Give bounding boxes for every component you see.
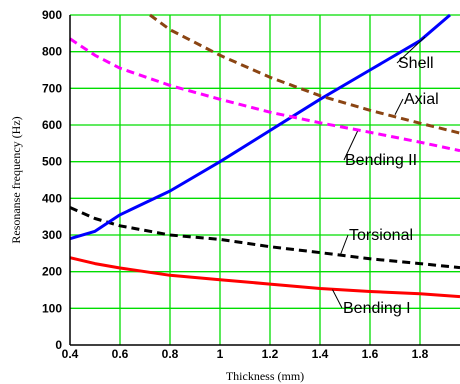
x-tick-label: 1.6 [362,347,379,361]
y-tick-label: 500 [42,155,62,169]
x-tick-label: 1.8 [412,347,429,361]
y-tick-label: 0 [55,338,62,352]
axes [69,15,460,346]
y-tick-label: 100 [42,301,62,315]
y-tick-label: 400 [42,191,62,205]
x-axis-title: Thickness (mm) [226,369,304,383]
annotation-label: Axial [404,91,439,108]
annotation-label: Torsional [349,227,413,244]
x-tick-label: 1.2 [262,347,279,361]
annotation-label: Bending II [345,152,417,169]
y-axis-title: Resonanse frequency (Hz) [9,116,23,243]
series-line [69,13,451,241]
series-line [69,256,460,299]
series-line [149,13,460,135]
y-tick-label: 600 [42,118,62,132]
x-tick-label: 1 [217,347,224,361]
tick-labels: 0.4 0.6 0.8 1 1.2 1.4 1.6 1.8 0 100 200 300 400 500 60… [42,8,429,361]
annotation-label: Shell [398,55,434,72]
series-line [69,37,460,153]
y-tick-label: 900 [42,8,62,22]
annotation-label: Bending I [343,300,411,317]
y-tick-label: 800 [42,45,62,59]
series-layer [69,13,460,299]
annotation-leader [394,98,404,115]
y-tick-label: 200 [42,265,62,279]
x-tick-label: 1.4 [312,347,329,361]
annotation-leader [339,234,349,257]
x-tick-label: 0.4 [62,347,79,361]
x-tick-label: 0.8 [162,347,179,361]
plot-area [70,15,460,345]
annotation-leader [343,131,358,161]
annotation-layer: Shell Axial Bending II Torsional Bending I [332,36,439,317]
y-tick-label: 700 [42,81,62,95]
x-tick-label: 0.6 [112,347,129,361]
y-tick-label: 300 [42,228,62,242]
annotation-leader [332,289,343,309]
annotation-leader [396,36,426,64]
